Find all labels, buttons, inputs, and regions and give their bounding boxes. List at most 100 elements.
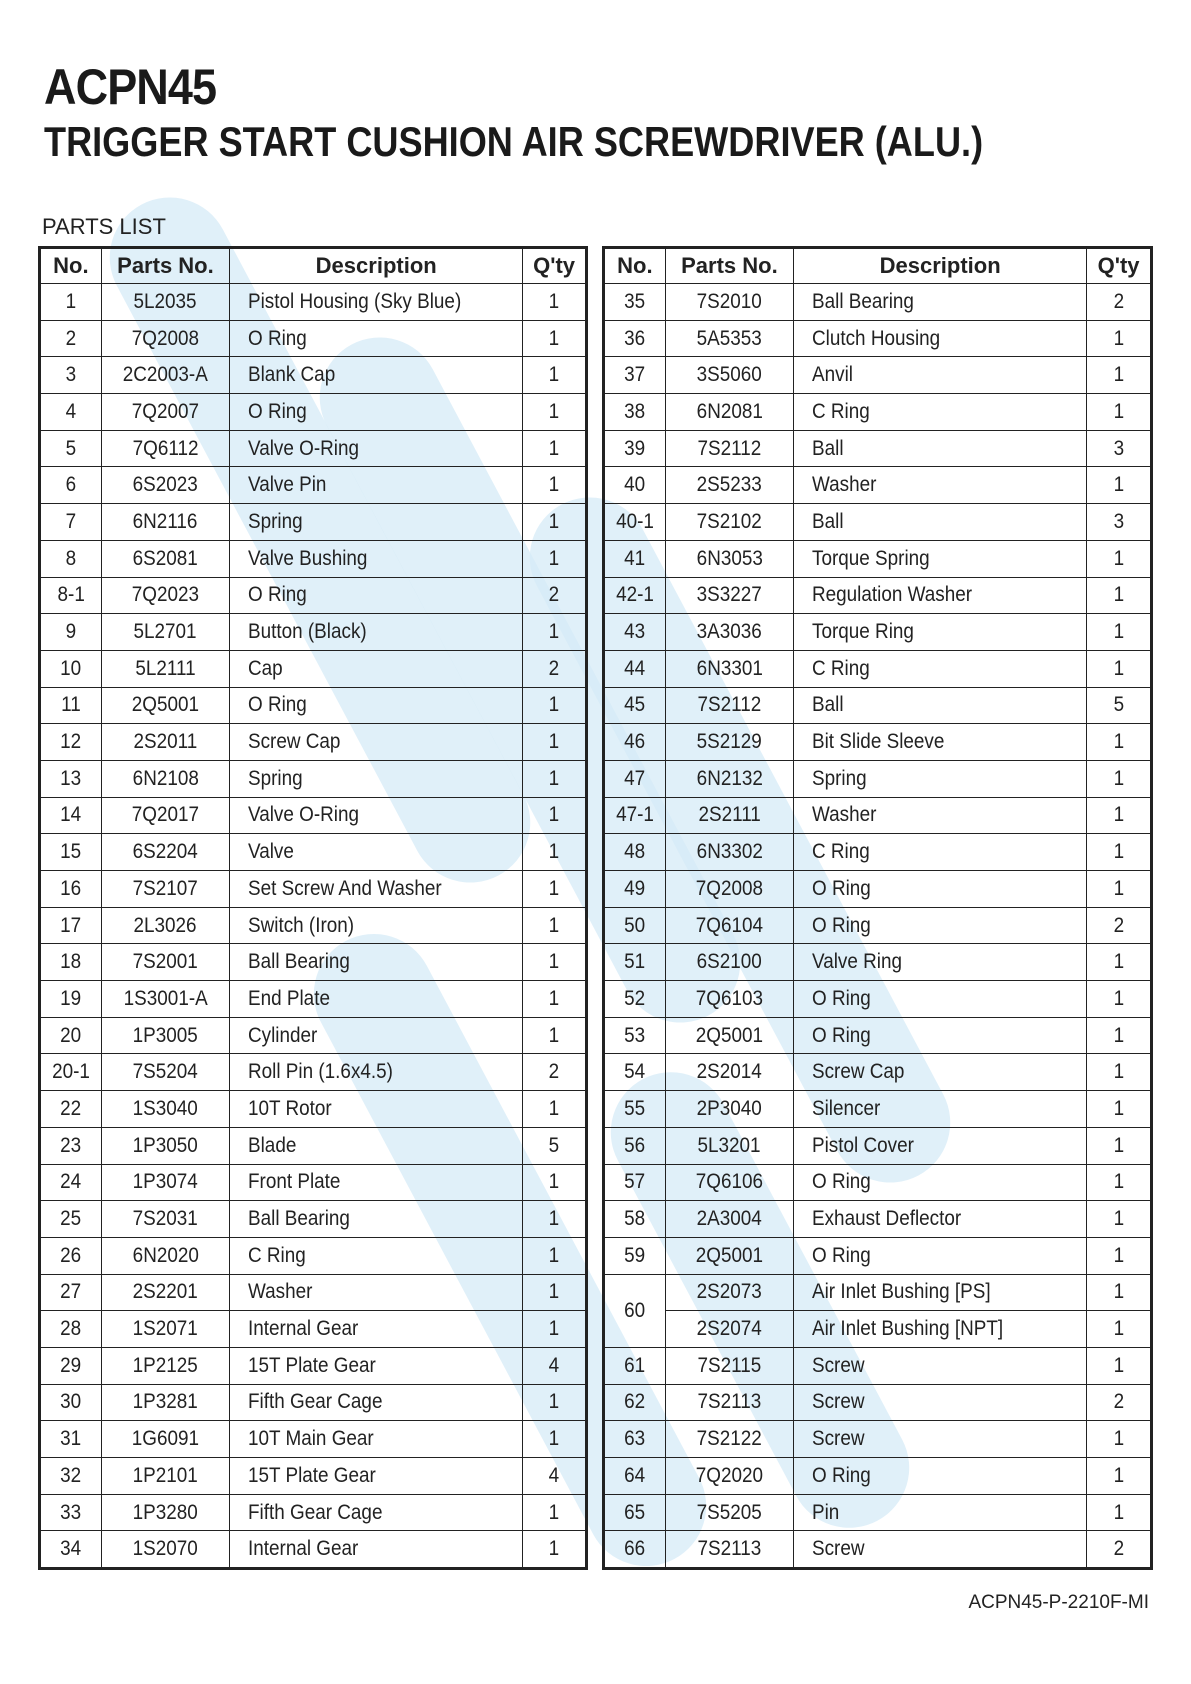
- cell-qty: 1: [1086, 870, 1152, 908]
- document-code: ACPN45-P-2210F-MI: [968, 1592, 1149, 1613]
- cell-description-text: Valve Pin: [248, 473, 327, 497]
- cell-parts-no: 2S2014: [664, 1053, 795, 1092]
- table-row: 9 5L2701 Button (Black) 1: [39, 613, 587, 651]
- table-row: 34 1S2070 Internal Gear 1: [39, 1530, 587, 1570]
- cell-qty-text: 1: [548, 1023, 560, 1047]
- cell-no-text: 17: [60, 913, 82, 937]
- cell-qty-text: 2: [548, 1060, 560, 1084]
- cell-qty: 1: [1086, 319, 1152, 358]
- cell-qty: 1: [522, 1310, 587, 1348]
- cell-no-text: 47-1: [615, 803, 654, 827]
- cell-parts-no-text: 1S3040: [132, 1096, 199, 1120]
- cell-no: 18: [39, 943, 102, 982]
- cell-no: 9: [39, 613, 102, 651]
- cell-no: 28: [39, 1310, 102, 1348]
- cell-qty: 2: [1086, 283, 1152, 321]
- cell-description: Valve Bushing: [229, 539, 524, 578]
- cell-parts-no: 3A3036: [664, 613, 795, 651]
- cell-qty: 1: [1086, 466, 1152, 505]
- table-row: 13 6N2108 Spring 1: [39, 759, 587, 798]
- cell-no-text: 40: [624, 473, 646, 497]
- cell-qty-text: 1: [548, 840, 560, 864]
- cell-no-text: 37: [624, 363, 646, 387]
- cell-description: Air Inlet Bushing [NPT]: [793, 1310, 1088, 1348]
- cell-no-text: 39: [624, 436, 646, 460]
- table-row: 2S2074 Air Inlet Bushing [NPT] 1: [604, 1310, 1152, 1348]
- cell-parts-no-text: 2L3026: [133, 913, 197, 937]
- cell-parts-no: 5L2111: [100, 649, 231, 688]
- cell-parts-no: 5A5353: [664, 319, 795, 358]
- table-row: 51 6S2100 Valve Ring 1: [603, 943, 1152, 982]
- cell-parts-no: 5L2035: [100, 283, 231, 321]
- cell-description: O Ring: [229, 686, 524, 725]
- cell-description-text: Pistol Cover: [812, 1133, 915, 1157]
- cell-description: O Ring: [793, 1236, 1088, 1275]
- cell-description: Valve Ring: [793, 943, 1088, 982]
- col-no: No.: [39, 247, 102, 284]
- cell-parts-no: 7Q6104: [664, 906, 795, 945]
- cell-no-text: 56: [624, 1133, 646, 1157]
- cell-parts-no-text: 6N2081: [696, 399, 763, 423]
- cell-no-text: 23: [60, 1133, 82, 1157]
- cell-no: 16: [39, 870, 102, 908]
- cell-qty-text: 1: [1113, 876, 1124, 900]
- cell-no-text: 26: [60, 1243, 82, 1267]
- cell-no: 40-1: [603, 503, 666, 541]
- cell-qty-text: 1: [1113, 1133, 1124, 1157]
- cell-qty: 1: [1086, 539, 1152, 578]
- cell-no: 12: [39, 723, 102, 761]
- cell-description-text: Ball Bearing: [248, 950, 351, 974]
- cell-parts-no-text: 1P2125: [132, 1353, 199, 1377]
- cell-qty-text: 1: [548, 1243, 560, 1267]
- cell-parts-no: 1G6091: [100, 1420, 231, 1458]
- cell-parts-no: 2S2201: [100, 1273, 231, 1312]
- cell-description: Torque Ring: [793, 613, 1088, 651]
- cell-no-text: 33: [60, 1500, 82, 1524]
- cell-no-text: 41: [624, 546, 646, 570]
- cell-no-text: 49: [624, 876, 646, 900]
- cell-description-text: O Ring: [812, 1170, 871, 1194]
- cell-description: Washer: [793, 466, 1088, 505]
- cell-parts-no: 1P3074: [100, 1163, 231, 1202]
- cell-no-text: 30: [60, 1390, 82, 1414]
- cell-description: End Plate: [229, 980, 524, 1018]
- section-label: PARTS LIST: [42, 214, 166, 239]
- table-row: 38 6N2081 C Ring 1: [603, 393, 1152, 431]
- cell-description: O Ring: [793, 870, 1088, 908]
- cell-no-text: 25: [60, 1207, 82, 1231]
- cell-no-text: 47: [624, 766, 646, 790]
- cell-no: 62: [603, 1383, 666, 1422]
- cell-no: 38: [603, 393, 666, 431]
- cell-parts-no: 1P3050: [100, 1126, 231, 1165]
- cell-no-text: 16: [60, 876, 82, 900]
- cell-description: O Ring: [229, 576, 524, 615]
- cell-no: 60: [603, 1273, 666, 1348]
- col-qty: Q'ty: [522, 247, 587, 284]
- cell-description: 15T Plate Gear: [229, 1346, 524, 1385]
- cell-parts-no: 7S2122: [664, 1420, 795, 1458]
- cell-parts-no: 6N2108: [100, 759, 231, 798]
- cell-no: 44: [603, 649, 666, 688]
- cell-no-text: 22: [60, 1096, 82, 1120]
- cell-qty: 2: [522, 576, 587, 615]
- table-row: 22 1S3040 10T Rotor 1: [39, 1090, 587, 1128]
- cell-description: C Ring: [229, 1236, 524, 1275]
- cell-qty: 1: [522, 503, 587, 541]
- cell-qty: 1: [1086, 796, 1152, 835]
- table-row: 57 7Q6106 O Ring 1: [603, 1163, 1152, 1202]
- cell-description: Fifth Gear Cage: [229, 1383, 524, 1422]
- cell-parts-no-text: 1P2101: [132, 1463, 199, 1487]
- cell-parts-no: 6N3053: [664, 539, 795, 578]
- cell-parts-no-text: 7S2102: [696, 509, 763, 533]
- cell-qty: 1: [522, 319, 587, 358]
- cell-description: Regulation Washer: [793, 576, 1088, 615]
- cell-parts-no: 7S2010: [664, 283, 795, 321]
- cell-parts-no: 2S2011: [100, 723, 231, 761]
- cell-parts-no: 2S5233: [664, 466, 795, 505]
- cell-parts-no: 1P3281: [100, 1383, 231, 1422]
- cell-description: Silencer: [793, 1090, 1088, 1128]
- cell-parts-no: 6S2204: [100, 833, 231, 871]
- cell-description-text: Button (Black): [248, 620, 367, 644]
- cell-parts-no-text: 7S2113: [697, 1390, 762, 1414]
- cell-qty: 1: [522, 870, 587, 908]
